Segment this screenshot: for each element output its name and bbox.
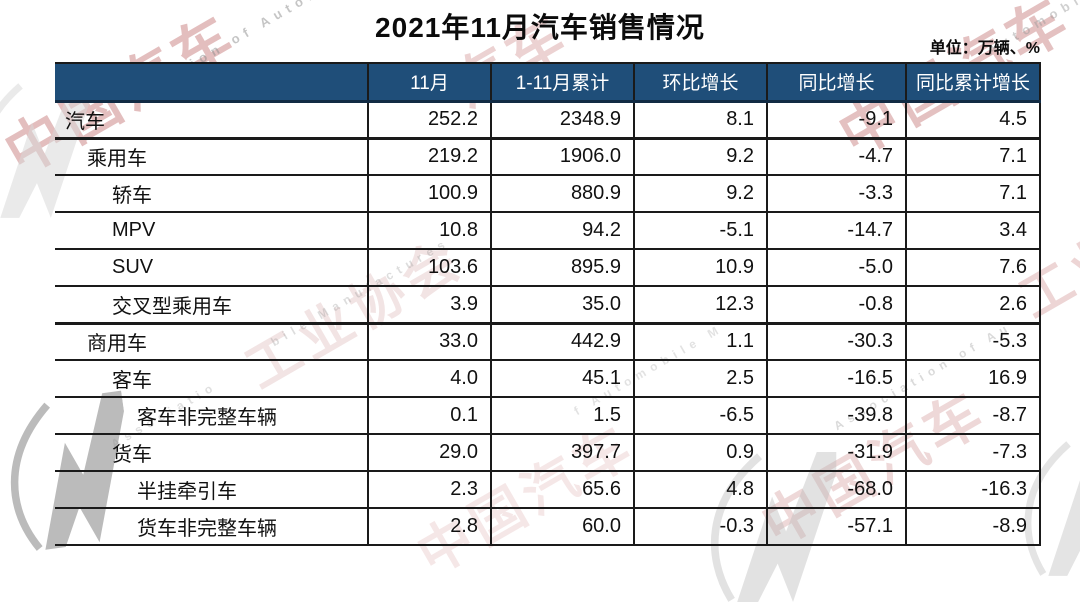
value-cell: 397.7: [490, 434, 634, 472]
table-row: 交叉型乘用车 3.9 35.0 12.3 -0.8 2.6: [55, 286, 1041, 324]
value-cell: -8.9: [905, 508, 1041, 546]
row-label: 汽车: [55, 101, 368, 139]
row-label: SUV: [55, 249, 368, 287]
table-row: SUV 103.6 895.9 10.9 -5.0 7.6: [55, 249, 1041, 287]
table-body: 汽车 252.2 2348.9 8.1 -9.1 4.5 乘用车 219.2 1906.0 9.2…: [55, 101, 1041, 546]
value-cell: 1906.0: [490, 136, 634, 176]
value-cell: -7.3: [905, 434, 1041, 472]
value-cell: 33.0: [367, 321, 491, 361]
value-cell: 7.1: [905, 136, 1041, 176]
value-cell: 100.9: [367, 175, 491, 213]
column-header: [55, 62, 368, 103]
header-row: 11月 1-11月累计 环比增长 同比增长 同比累计增长: [55, 62, 1041, 103]
value-cell: -0.3: [633, 508, 767, 546]
column-header: 同比增长: [766, 62, 906, 103]
value-cell: 45.1: [490, 360, 634, 398]
column-header: 1-11月累计: [490, 62, 634, 103]
value-cell: -0.8: [766, 286, 906, 324]
value-cell: 10.8: [367, 212, 491, 250]
column-header: 11月: [367, 62, 491, 103]
value-cell: 3.4: [905, 212, 1041, 250]
value-cell: 9.2: [633, 136, 767, 176]
value-cell: 442.9: [490, 321, 634, 361]
row-label: 半挂牵引车: [55, 471, 368, 509]
value-cell: 0.9: [633, 434, 767, 472]
value-cell: -16.3: [905, 471, 1041, 509]
value-cell: -5.3: [905, 321, 1041, 361]
value-cell: 9.2: [633, 175, 767, 213]
value-cell: -9.1: [766, 101, 906, 139]
column-header: 环比增长: [633, 62, 767, 103]
value-cell: 219.2: [367, 136, 491, 176]
table-row: 货车非完整车辆 2.8 60.0 -0.3 -57.1 -8.9: [55, 508, 1041, 546]
value-cell: -30.3: [766, 321, 906, 361]
row-label: 货车非完整车辆: [55, 508, 368, 546]
value-cell: -39.8: [766, 397, 906, 435]
value-cell: 7.1: [905, 175, 1041, 213]
value-cell: 65.6: [490, 471, 634, 509]
value-cell: -16.5: [766, 360, 906, 398]
row-label: 乘用车: [55, 136, 368, 176]
table-row: 半挂牵引车 2.3 65.6 4.8 -68.0 -16.3: [55, 471, 1041, 509]
value-cell: -6.5: [633, 397, 767, 435]
table-row: 汽车 252.2 2348.9 8.1 -9.1 4.5: [55, 101, 1041, 139]
value-cell: 880.9: [490, 175, 634, 213]
table-row: 轿车 100.9 880.9 9.2 -3.3 7.1: [55, 175, 1041, 213]
value-cell: 35.0: [490, 286, 634, 324]
value-cell: 0.1: [367, 397, 491, 435]
value-cell: 1.1: [633, 321, 767, 361]
value-cell: 103.6: [367, 249, 491, 287]
value-cell: 2.8: [367, 508, 491, 546]
value-cell: -57.1: [766, 508, 906, 546]
table-row: 商用车 33.0 442.9 1.1 -30.3 -5.3: [55, 321, 1041, 361]
page-title: 2021年11月汽车销售情况: [375, 12, 705, 43]
value-cell: 895.9: [490, 249, 634, 287]
value-cell: -4.7: [766, 136, 906, 176]
value-cell: 12.3: [633, 286, 767, 324]
value-cell: 29.0: [367, 434, 491, 472]
value-cell: 2.6: [905, 286, 1041, 324]
value-cell: -8.7: [905, 397, 1041, 435]
value-cell: 7.6: [905, 249, 1041, 287]
value-cell: 94.2: [490, 212, 634, 250]
value-cell: -3.3: [766, 175, 906, 213]
table-row: 客车非完整车辆 0.1 1.5 -6.5 -39.8 -8.7: [55, 397, 1041, 435]
value-cell: 2.5: [633, 360, 767, 398]
table-row: MPV 10.8 94.2 -5.1 -14.7 3.4: [55, 212, 1041, 250]
value-cell: 8.1: [633, 101, 767, 139]
table-row: 乘用车 219.2 1906.0 9.2 -4.7 7.1: [55, 136, 1041, 176]
row-label: 交叉型乘用车: [55, 286, 368, 324]
value-cell: -31.9: [766, 434, 906, 472]
unit-note: 单位：万辆、%: [929, 40, 1040, 57]
table-header: 11月 1-11月累计 环比增长 同比增长 同比累计增长: [55, 62, 1041, 103]
row-label: 客车非完整车辆: [55, 397, 368, 435]
value-cell: 4.0: [367, 360, 491, 398]
value-cell: 10.9: [633, 249, 767, 287]
row-label: 客车: [55, 360, 368, 398]
value-cell: -5.0: [766, 249, 906, 287]
table-row: 货车 29.0 397.7 0.9 -31.9 -7.3: [55, 434, 1041, 472]
value-cell: 252.2: [367, 101, 491, 139]
sales-table: 11月 1-11月累计 环比增长 同比增长 同比累计增长 汽车 252.2 2348.9 8.…: [55, 62, 1041, 546]
value-cell: 16.9: [905, 360, 1041, 398]
table-row: 客车 4.0 45.1 2.5 -16.5 16.9: [55, 360, 1041, 398]
column-header: 同比累计增长: [905, 62, 1041, 103]
value-cell: -5.1: [633, 212, 767, 250]
row-label: 货车: [55, 434, 368, 472]
value-cell: 4.8: [633, 471, 767, 509]
value-cell: -68.0: [766, 471, 906, 509]
value-cell: 2348.9: [490, 101, 634, 139]
value-cell: 1.5: [490, 397, 634, 435]
value-cell: 60.0: [490, 508, 634, 546]
row-label: 轿车: [55, 175, 368, 213]
value-cell: 3.9: [367, 286, 491, 324]
row-label: 商用车: [55, 321, 368, 361]
value-cell: 2.3: [367, 471, 491, 509]
value-cell: 4.5: [905, 101, 1041, 139]
value-cell: -14.7: [766, 212, 906, 250]
row-label: MPV: [55, 212, 368, 250]
